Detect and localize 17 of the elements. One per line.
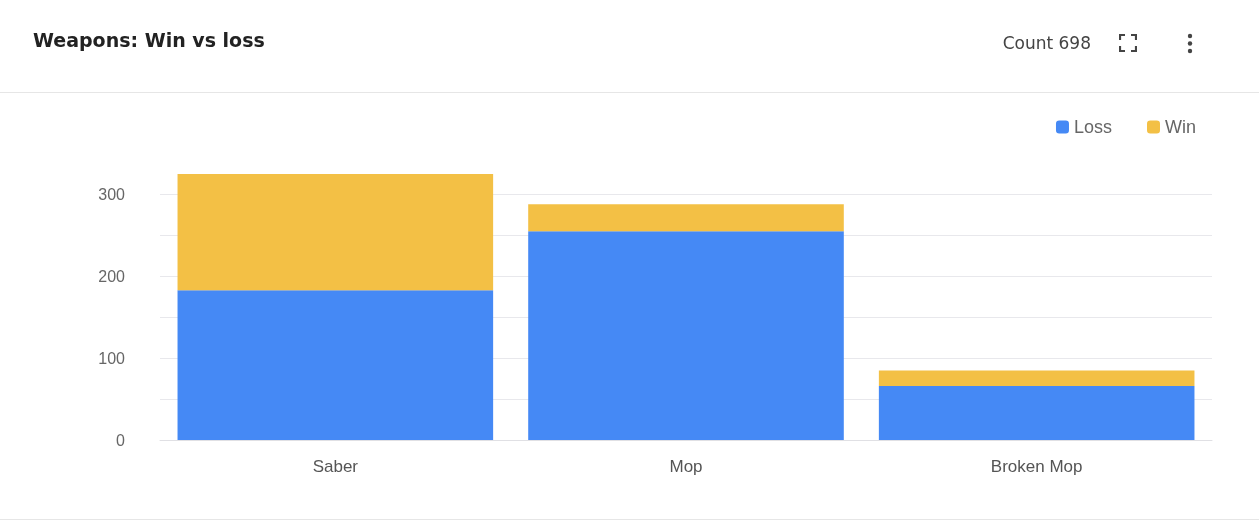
y-tick-label: 200 [98, 267, 126, 285]
y-tick-label: 100 [98, 349, 126, 367]
bar [878, 370, 1195, 386]
x-tick-label: Broken Mop [990, 457, 1083, 476]
bar [528, 204, 844, 232]
y-tick-label: 300 [98, 185, 126, 203]
bar [878, 385, 1195, 440]
bar [177, 290, 494, 440]
legend-label: Loss [1073, 117, 1113, 137]
y-tick-label: 0 [116, 431, 126, 449]
bar [177, 174, 494, 291]
x-tick-label: Mop [669, 457, 703, 476]
text: Count 698 [1002, 33, 1091, 53]
chart-title: Weapons: Win vs loss [33, 29, 265, 51]
legend-label: Win [1165, 117, 1196, 137]
x-tick-label: Saber [312, 457, 359, 476]
bar [528, 231, 844, 440]
